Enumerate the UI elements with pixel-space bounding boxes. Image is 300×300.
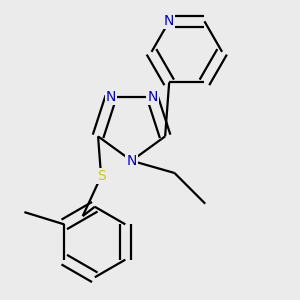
Text: S: S	[97, 169, 106, 183]
Text: N: N	[126, 154, 137, 168]
Text: N: N	[164, 14, 174, 28]
Text: N: N	[147, 90, 158, 104]
Text: N: N	[106, 90, 116, 104]
